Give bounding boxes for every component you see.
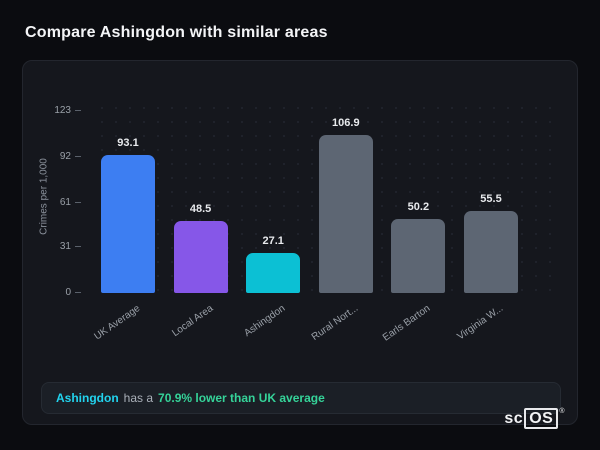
summary-banner: Ashingdon has a 70.9% lower than UK aver…: [41, 382, 561, 414]
x-axis-label: Local Area: [169, 303, 215, 340]
chart-bar-6[interactable]: [464, 211, 518, 293]
x-axis-label: Earls Barton: [381, 303, 433, 344]
y-tick-label: 31: [47, 241, 81, 252]
logo-prefix: sc: [504, 410, 524, 427]
x-axis-label: Rural Nort...: [309, 303, 361, 343]
y-tick-label: 61: [47, 197, 81, 208]
scos-logo: sc OS ®: [504, 408, 565, 429]
x-axis-label: UK Average: [92, 303, 143, 343]
chart-bar-2[interactable]: [173, 221, 228, 293]
summary-highlight-text: 70.9% lower than UK average: [158, 391, 325, 405]
y-tick-label: 123: [47, 105, 81, 116]
registered-mark-icon: ®: [559, 408, 565, 415]
bar-value-label: 55.5: [480, 193, 502, 205]
y-tick-label: 92: [47, 151, 81, 162]
chart-bar-5[interactable]: [391, 219, 446, 293]
bar-value-label: 50.2: [407, 201, 430, 213]
logo-suffix: OS: [524, 408, 559, 429]
x-axis-label: Ashingdon: [242, 303, 288, 340]
bar-value-label: 48.5: [189, 203, 212, 215]
summary-middle-text: has a: [123, 391, 154, 405]
x-axis-label: Virginia W...: [455, 303, 506, 343]
chart-card: Crimes per 1,000 0 31 61 92 123 93.1 48.5 27.1…: [22, 60, 578, 425]
chart-bar-4[interactable]: [318, 135, 373, 293]
y-tick-label: 0: [47, 287, 81, 298]
summary-area-name: Ashingdon: [56, 391, 119, 405]
chart-bar-3[interactable]: [246, 253, 301, 293]
bar-value-label: 93.1: [117, 137, 139, 149]
bar-value-label: 27.1: [262, 235, 284, 247]
page-title: Compare Ashingdon with similar areas: [25, 24, 328, 41]
bar-value-label: 106.9: [332, 117, 360, 129]
chart-bar-1[interactable]: [101, 155, 155, 293]
